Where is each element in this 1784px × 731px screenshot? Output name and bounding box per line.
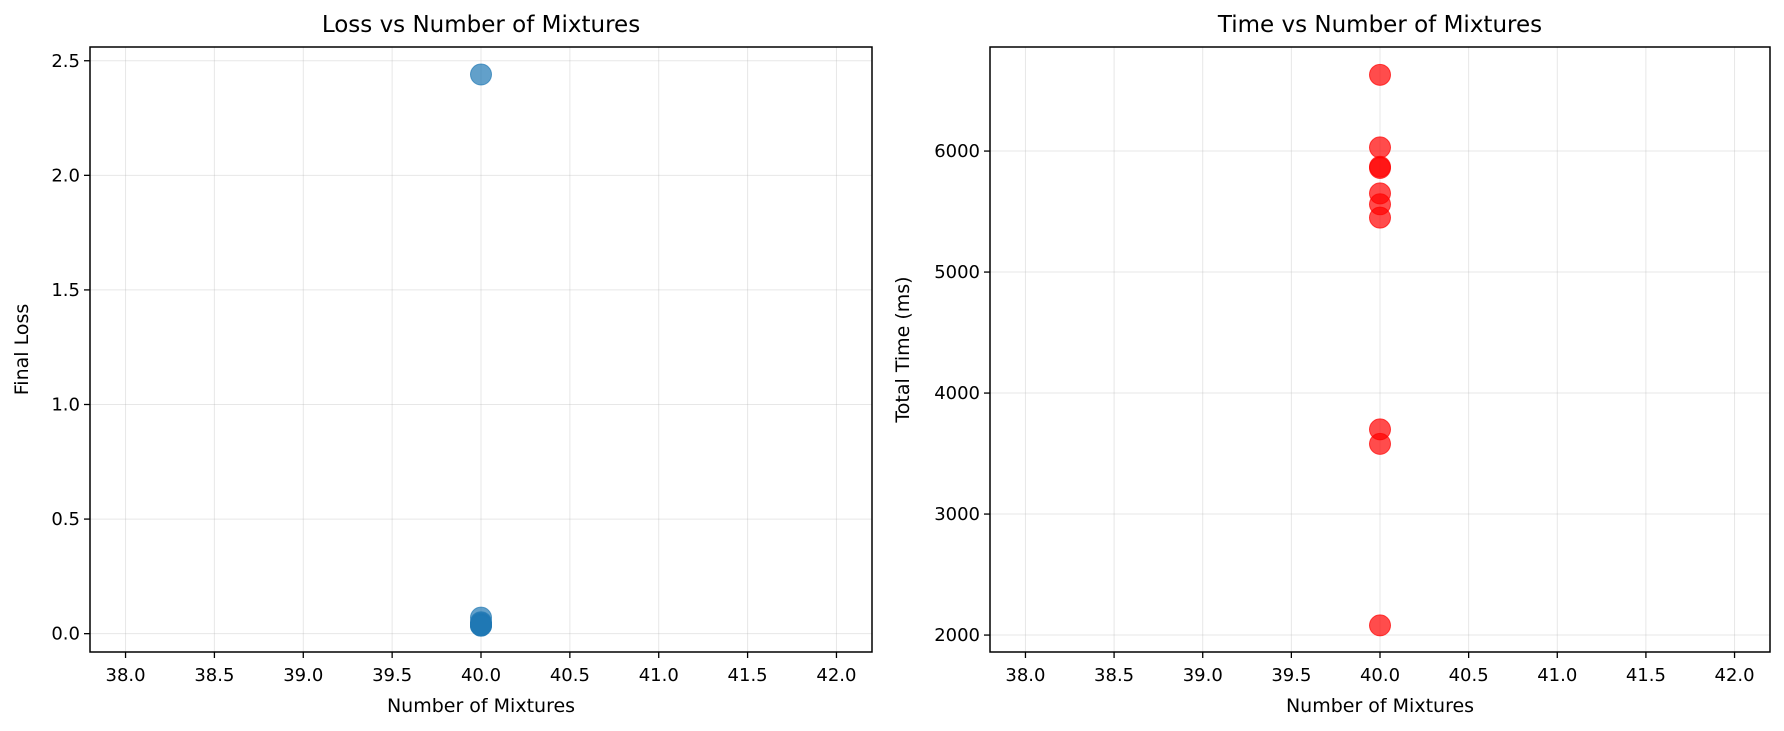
x-axis-label: Number of Mixtures xyxy=(387,695,575,717)
y-tick-label: 2.5 xyxy=(51,51,80,72)
chart-title: Time vs Number of Mixtures xyxy=(1217,12,1542,38)
y-tick-label: 0.5 xyxy=(51,509,80,530)
data-point xyxy=(1369,157,1391,179)
data-point xyxy=(470,63,492,86)
y-tick-label: 2000 xyxy=(934,625,980,646)
data-point xyxy=(1369,614,1391,637)
data-point xyxy=(1369,206,1391,229)
x-tick-label: 38.0 xyxy=(106,665,146,686)
x-tick-label: 39.5 xyxy=(372,665,412,686)
x-tick-label: 41.0 xyxy=(1537,665,1577,686)
y-tick-label: 0.0 xyxy=(51,624,80,645)
x-tick-label: 38.0 xyxy=(1005,665,1045,686)
x-tick-label: 41.0 xyxy=(639,665,679,686)
y-tick-label: 2.0 xyxy=(51,165,80,186)
y-tick-label: 4000 xyxy=(934,383,980,404)
x-tick-label: 41.5 xyxy=(1626,665,1666,686)
x-tick-label: 40.0 xyxy=(1360,665,1400,686)
time-chart: 38.0 38.5 39.0 39.5 40.0 40.5 41.0 41.5 42.0 2000… xyxy=(892,12,1771,717)
data-point xyxy=(1369,432,1391,455)
y-axis-label: Total Time (ms) xyxy=(892,276,914,423)
y-tick-label: 6000 xyxy=(934,141,980,162)
x-tick-label: 38.5 xyxy=(194,665,234,686)
x-tick-label: 39.5 xyxy=(1271,665,1311,686)
y-axis-label: Final Loss xyxy=(11,304,33,396)
x-tick-label: 40.5 xyxy=(1449,665,1489,686)
x-tick-label: 42.0 xyxy=(816,665,856,686)
data-point xyxy=(470,614,492,637)
y-tick-label: 1.0 xyxy=(51,395,80,416)
data-point xyxy=(1369,136,1391,159)
chart-title: Loss vs Number of Mixtures xyxy=(322,12,640,38)
x-tick-label: 39.0 xyxy=(1183,665,1223,686)
y-tick-label: 5000 xyxy=(934,262,980,283)
data-point xyxy=(1369,63,1391,86)
x-tick-label: 42.0 xyxy=(1715,665,1755,686)
x-tick-label: 38.5 xyxy=(1094,665,1134,686)
x-axis-label: Number of Mixtures xyxy=(1286,695,1474,717)
x-tick-label: 39.0 xyxy=(283,665,323,686)
y-tick-label: 3000 xyxy=(934,504,980,525)
x-tick-label: 41.5 xyxy=(728,665,768,686)
x-tick-label: 40.5 xyxy=(550,665,590,686)
y-tick-label: 1.5 xyxy=(51,280,80,301)
x-tick-label: 40.0 xyxy=(461,665,501,686)
loss-chart: 38.0 38.5 39.0 39.5 40.0 40.5 41.0 41.5 42.0 0.0 0… xyxy=(11,12,873,717)
